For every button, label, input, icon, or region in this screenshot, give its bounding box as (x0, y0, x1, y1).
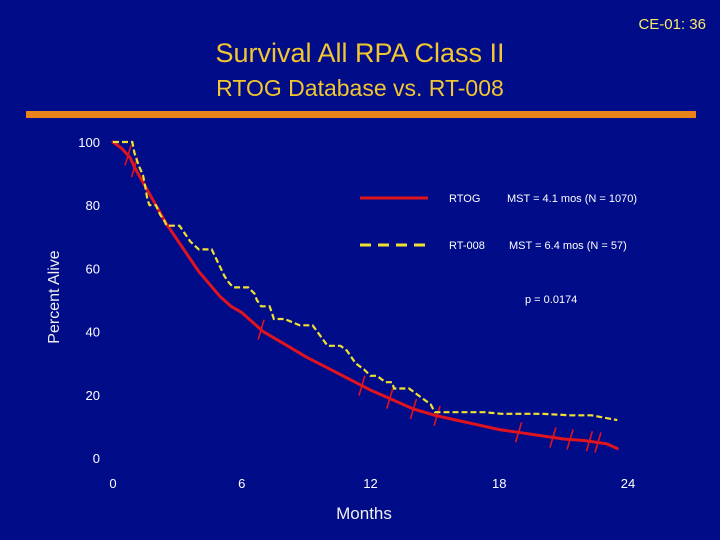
x-tick-label: 6 (238, 476, 245, 491)
censor-mark (514, 422, 523, 443)
censor-mark (257, 319, 265, 340)
series-line-rtog (111, 140, 619, 450)
legend-stat: MST = 4.1 mos (N = 1070) (507, 193, 637, 205)
censor-mark (585, 431, 594, 452)
x-axis: 0 6 12 18 24 (109, 476, 635, 491)
x-tick-label: 24 (621, 476, 635, 491)
p-value-annotation: p = 0.0174 (525, 294, 577, 306)
slide-subtitle: RTOG Database vs. RT-008 (216, 75, 504, 101)
censor-mark (358, 375, 366, 396)
y-axis: 0 20 40 60 80 100 (78, 135, 100, 466)
y-tick-label: 100 (78, 135, 100, 150)
censor-mark (386, 388, 394, 409)
censor-mark (124, 145, 132, 166)
censor-mark (549, 427, 557, 448)
slide-title: Survival All RPA Class II (215, 38, 505, 68)
x-tick-label: 12 (363, 476, 377, 491)
plot-area (111, 140, 619, 453)
censor-mark (409, 398, 418, 420)
y-tick-label: 0 (93, 451, 100, 466)
legend-stat: MST = 6.4 mos (N = 57) (509, 240, 627, 252)
x-tick-label: 18 (492, 476, 506, 491)
x-axis-label: Months (336, 504, 392, 523)
censor-mark (433, 405, 441, 427)
legend-label: RTOG (449, 193, 480, 205)
slide-id: CE-01: 36 (638, 16, 706, 33)
legend-label: RT-008 (449, 240, 485, 252)
y-tick-label: 80 (86, 198, 100, 213)
y-tick-label: 60 (86, 261, 100, 276)
series-line-rt008 (113, 140, 618, 422)
y-tick-label: 40 (86, 325, 100, 340)
y-tick-label: 20 (86, 388, 100, 403)
x-tick-label: 0 (109, 476, 116, 491)
legend: RTOG MST = 4.1 mos (N = 1070) RT-008 MST = … (360, 193, 637, 252)
censor-mark (566, 429, 574, 450)
censor-mark (594, 432, 602, 453)
title-divider (26, 111, 696, 118)
